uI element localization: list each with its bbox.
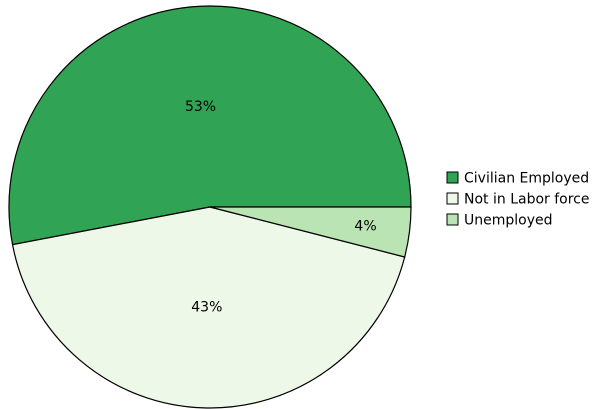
pie-slice-civilian-employed — [8, 5, 412, 246]
legend-label-civilian-employed: Civilian Employed — [464, 171, 589, 187]
legend-swatch-unemployed — [446, 213, 459, 226]
pie-slice-not-in-labor-force — [11, 206, 406, 409]
slice-label-not-in-labor-force: 43% — [191, 299, 222, 315]
slice-label-unemployed: 4% — [354, 219, 376, 235]
legend-swatch-civilian-employed — [446, 171, 459, 184]
legend-label-not-in-labor-force: Not in Labor force — [464, 192, 589, 208]
pie-slices — [8, 5, 412, 409]
legend-swatch-not-in-labor-force — [446, 192, 459, 205]
legend-label-unemployed: Unemployed — [464, 213, 553, 229]
pie-slice-labels: 53% 43% 4% — [185, 99, 377, 316]
legend: Civilian Employed Not in Labor force Unemp… — [446, 171, 589, 229]
slice-label-civilian-employed: 53% — [185, 99, 216, 115]
pie-slice-unemployed — [209, 206, 412, 258]
